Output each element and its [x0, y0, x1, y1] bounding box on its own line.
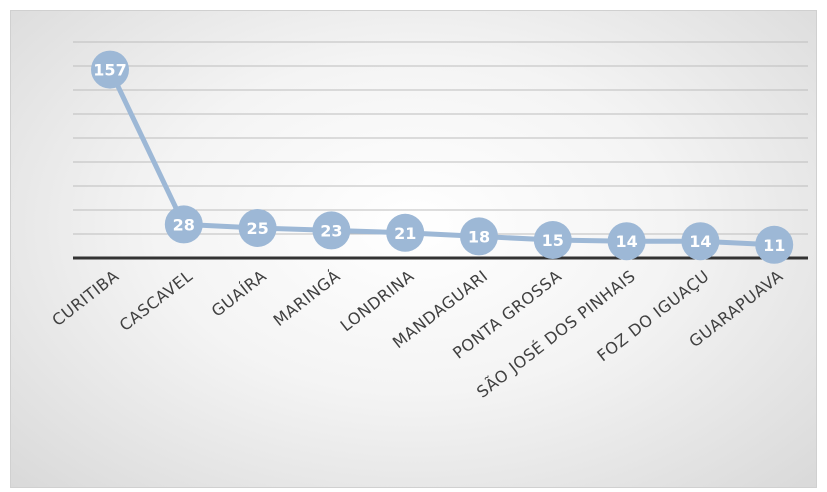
data-marker — [91, 50, 129, 89]
data-point: 28 — [164, 205, 203, 244]
data-label: 25 — [246, 219, 268, 238]
data-label: 28 — [173, 215, 195, 234]
x-tick-label: MARINGÁ — [270, 266, 344, 330]
data-point: 23 — [312, 211, 351, 250]
gridlines — [73, 41, 808, 235]
data-marker — [681, 222, 720, 261]
data-label: 157 — [93, 61, 126, 80]
data-point: 157 — [91, 50, 129, 89]
data-point: 15 — [533, 221, 572, 259]
data-point: 18 — [460, 217, 498, 256]
data-point: 11 — [755, 225, 794, 264]
data-label: 23 — [320, 221, 342, 240]
data-marker — [238, 209, 277, 247]
data-marker — [460, 217, 498, 256]
data-label: 21 — [394, 224, 416, 243]
data-label: 14 — [689, 232, 711, 251]
data-point: 14 — [681, 222, 720, 261]
data-label: 15 — [542, 231, 564, 250]
data-marker — [386, 213, 425, 252]
data-marker — [755, 225, 794, 264]
data-label: 18 — [468, 227, 490, 246]
data-marker — [607, 222, 646, 261]
x-tick-label: CURITIBA — [48, 266, 122, 330]
data-point: 14 — [607, 222, 646, 261]
data-marker — [312, 211, 351, 250]
series-line — [107, 68, 775, 248]
data-point: 25 — [238, 209, 277, 247]
data-marker — [164, 205, 203, 244]
data-point: 21 — [386, 213, 425, 252]
x-tick-label: CASCAVEL — [116, 266, 197, 335]
data-marker — [533, 221, 572, 259]
x-tick-label: GUAÍRA — [208, 266, 270, 320]
series: 157 28 25 23 21 18 15 14 14 11 — [91, 50, 794, 264]
data-label: 11 — [763, 236, 785, 255]
data-label: 14 — [615, 232, 637, 251]
